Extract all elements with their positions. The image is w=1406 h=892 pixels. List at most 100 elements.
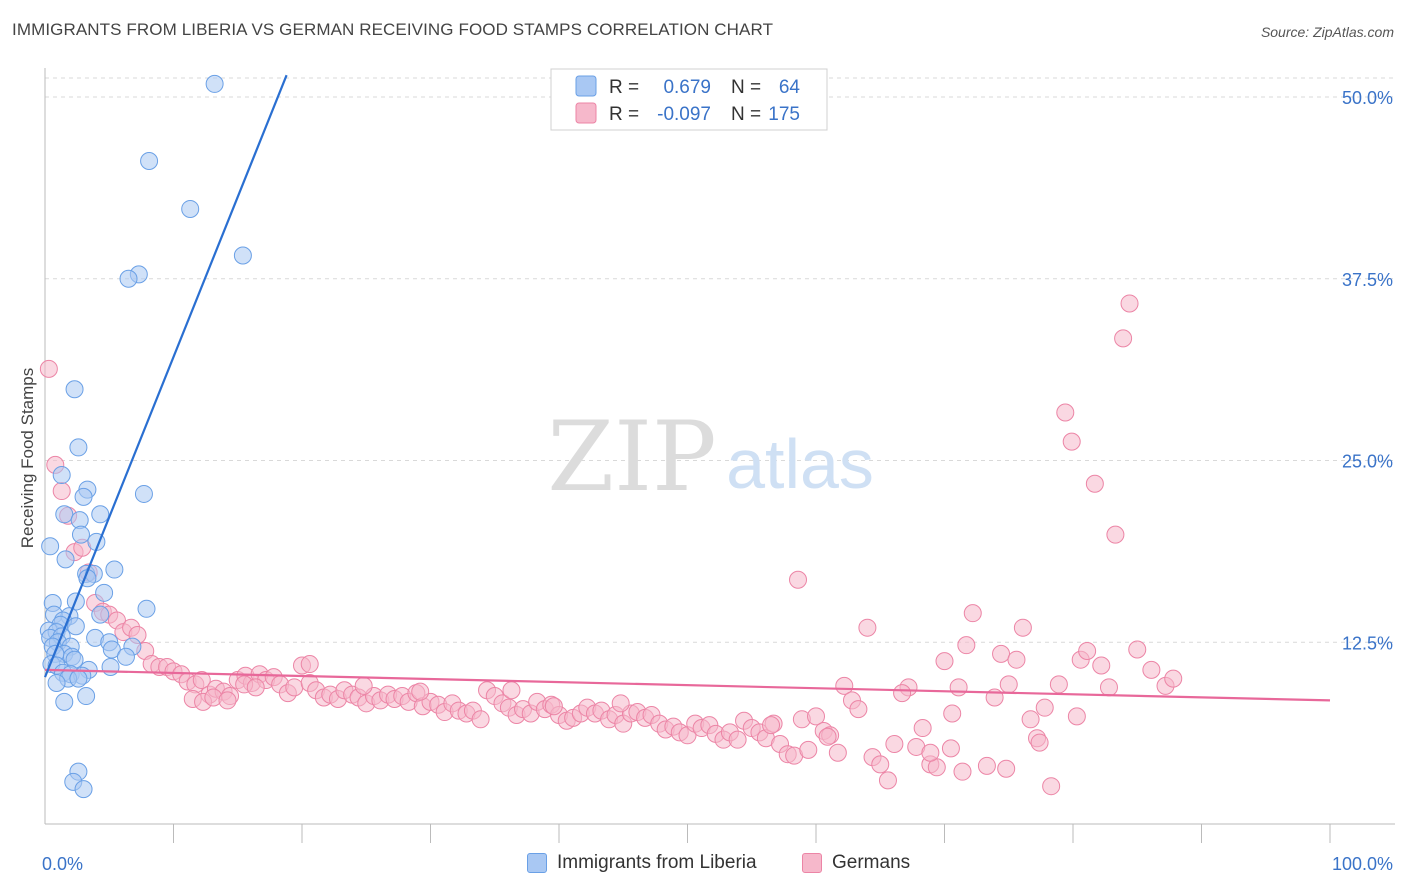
germans-point-121 (913, 719, 932, 738)
germans-point-137 (1035, 698, 1054, 717)
legend-r-label-2: R = (609, 104, 639, 125)
germans-point-2 (52, 482, 71, 501)
liberia-point-18 (56, 550, 75, 569)
germans-point-131 (992, 644, 1011, 663)
germans-point-169 (544, 697, 563, 716)
germans-point-149 (1120, 294, 1139, 313)
germans-points (39, 294, 1183, 796)
germans-trend-line (44, 668, 1331, 702)
germans-point-129 (977, 756, 996, 775)
germans-point-145 (1092, 656, 1111, 675)
germans-point-139 (1049, 675, 1068, 694)
y-tick-label-1: 25.0% (1342, 452, 1393, 472)
liberia-point-32 (66, 617, 85, 636)
germans-point-146 (1099, 678, 1118, 697)
bottom-legend: Immigrants from Liberia Germans (0, 852, 1406, 878)
liberia-point-8 (52, 466, 71, 485)
germans-point-175 (1030, 733, 1049, 752)
liberia-point-58 (47, 673, 66, 692)
liberia-point-49 (116, 647, 135, 666)
germans-point-35 (285, 678, 304, 697)
liberia-point-19 (105, 560, 124, 579)
stats-legend: R = 0.679 N = 64 R = -0.097 N = 175 (550, 68, 828, 131)
liberia-point-11 (74, 487, 93, 506)
y-axis-label: Receiving Food Stamps (18, 368, 37, 548)
germans-point-135 (1021, 710, 1040, 729)
germans-point-155 (789, 570, 808, 589)
legend-n-value-1: 64 (779, 77, 801, 98)
liberia-point-3 (233, 246, 252, 265)
germans-point-166 (354, 676, 373, 695)
germans-point-144 (1085, 474, 1104, 493)
germans-point-126 (949, 678, 968, 697)
liberia-point-1 (140, 151, 159, 170)
germans-point-157 (921, 743, 940, 762)
germans-point-150 (1128, 640, 1147, 659)
legend-swatch-germans (575, 102, 597, 124)
germans-point-168 (502, 681, 521, 700)
germans-point-171 (762, 716, 781, 735)
germans-point-156 (893, 684, 912, 703)
germans-point-167 (411, 682, 430, 701)
liberia-point-15 (71, 525, 90, 544)
liberia-point-57 (69, 669, 88, 688)
liberia-point-0 (205, 74, 224, 93)
liberia-point-60 (55, 692, 74, 711)
liberia-point-26 (137, 599, 156, 618)
germans-point-165 (246, 678, 265, 697)
legend-r-label-1: R = (609, 77, 639, 98)
germans-point-170 (611, 694, 630, 713)
bottom-legend-swatch-liberia (527, 853, 547, 873)
x-tick-label-1: 100.0% (1332, 854, 1393, 874)
germans-point-97 (728, 730, 747, 749)
germans-point-61 (471, 710, 490, 729)
trend-lines (43, 74, 1331, 702)
bottom-legend-item-germans: Germans (802, 852, 910, 874)
liberia-point-2 (181, 199, 200, 218)
watermark: ZIP atlas (547, 401, 874, 513)
germans-point-116 (871, 755, 890, 774)
liberia-point-51 (101, 657, 120, 676)
germans-point-176 (1067, 707, 1086, 726)
germans-point-173 (953, 762, 972, 781)
liberia-point-59 (77, 687, 96, 706)
germans-point-154 (858, 618, 877, 637)
bottom-legend-item-liberia: Immigrants from Liberia (527, 852, 757, 874)
legend-r-value-1: 0.679 (663, 77, 711, 98)
gridlines (45, 77, 1395, 643)
legend-r-value-2: -0.097 (657, 104, 711, 125)
germans-point-128 (963, 604, 982, 623)
germans-point-172 (818, 727, 837, 746)
germans-point-108 (807, 707, 825, 726)
germans-point-125 (943, 704, 962, 723)
liberia-point-16 (41, 537, 60, 556)
legend-swatch-liberia (575, 75, 597, 97)
germans-point-138 (1042, 777, 1061, 796)
germans-point-22 (192, 671, 211, 690)
liberia-point-12 (55, 505, 74, 524)
germans-point-132 (999, 675, 1018, 694)
watermark-atlas: atlas (726, 425, 874, 503)
germans-point-127 (957, 636, 976, 655)
germans-point-133 (1007, 650, 1026, 669)
germans-point-118 (885, 735, 904, 754)
germans-point-159 (300, 655, 319, 674)
germans-point-111 (828, 743, 847, 762)
germans-point-148 (1114, 329, 1133, 348)
liberia-point-13 (91, 505, 110, 524)
germans-point-141 (1062, 432, 1081, 451)
germans-point-153 (1164, 669, 1183, 688)
legend-n-label-1: N = (731, 77, 761, 98)
liberia-point-63 (74, 780, 93, 799)
legend-n-value-2: 175 (768, 104, 800, 125)
chart-title: IMMIGRANTS FROM LIBERIA VS GERMAN RECEIV… (12, 20, 774, 39)
germans-point-0 (39, 359, 58, 378)
liberia-point-7 (69, 438, 88, 457)
liberia-point-23 (95, 583, 114, 602)
germans-point-164 (218, 691, 237, 710)
germans-point-140 (1056, 403, 1075, 422)
liberia-point-29 (91, 605, 110, 624)
bottom-legend-label-germans: Germans (832, 852, 911, 873)
germans-point-112 (835, 676, 854, 695)
